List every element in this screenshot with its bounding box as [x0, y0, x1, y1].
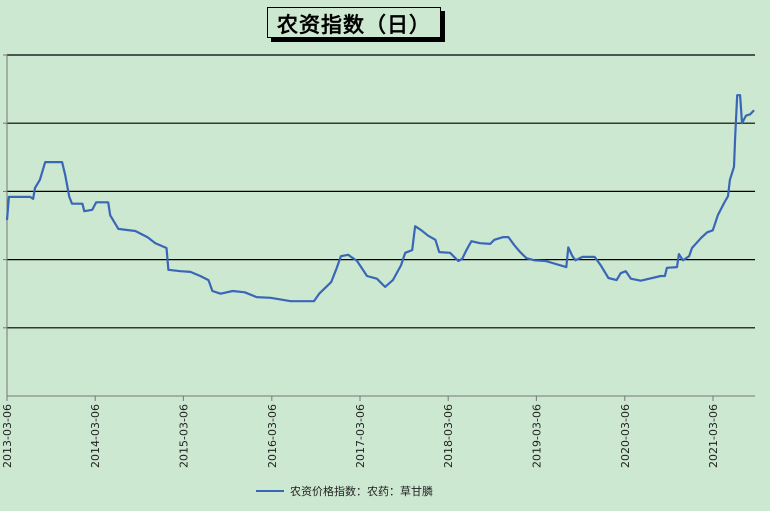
x-ticks: 2013-03-06 2014-03-06 2015-03-06 2016-03-06… [1, 396, 720, 468]
x-tick-label: 2016-03-06 [266, 404, 279, 468]
chart-title-box: 农资指数（日） [267, 7, 441, 38]
x-tick-label: 2019-03-06 [530, 404, 543, 468]
legend-label: 农资价格指数：农药：草甘膦 [290, 485, 433, 498]
x-tick-label: 2017-03-06 [354, 404, 367, 468]
x-tick-label: 2015-03-06 [177, 404, 190, 468]
legend-swatch [256, 490, 284, 492]
chart-title: 农资指数（日） [277, 13, 431, 37]
x-tick-label: 2021-03-06 [707, 404, 720, 468]
x-tick-label: 2013-03-06 [1, 404, 14, 468]
x-tick-label: 2018-03-06 [442, 404, 455, 468]
x-tick-label: 2014-03-06 [89, 404, 102, 468]
x-tick-label: 2020-03-06 [619, 404, 632, 468]
series-line [5, 94, 755, 303]
legend: 农资价格指数：农药：草甘膦 [256, 483, 433, 499]
gridlines [3, 54, 755, 329]
